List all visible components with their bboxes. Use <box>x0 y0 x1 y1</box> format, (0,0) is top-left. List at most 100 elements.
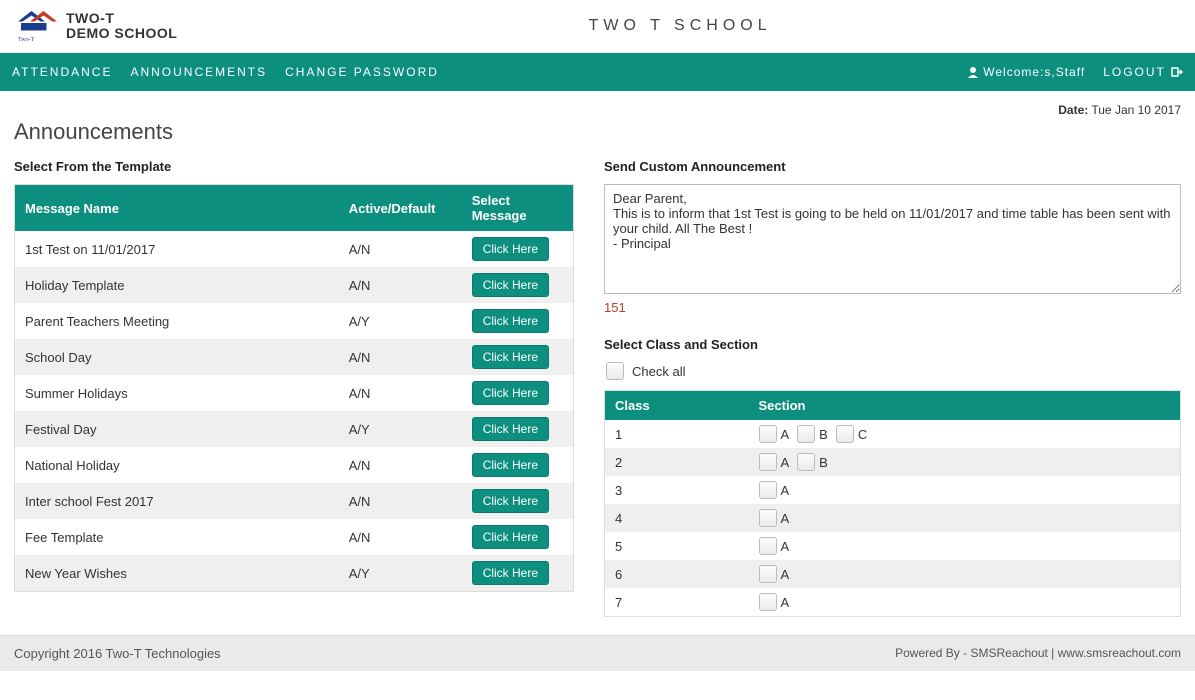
select-template-button[interactable]: Click Here <box>472 417 549 441</box>
table-row: 1st Test on 11/01/2017A/NClick Here <box>15 231 574 267</box>
brand-line1: TWO-T <box>66 11 177 26</box>
section-item: A <box>759 453 790 471</box>
section-label: B <box>819 427 828 442</box>
sections: A <box>749 476 1181 504</box>
sections: A BC <box>749 420 1181 448</box>
logout-link[interactable]: LOGOUT <box>1103 65 1183 79</box>
section-label: A <box>781 539 790 554</box>
template-active: A/N <box>339 231 462 267</box>
sections: AB <box>749 448 1181 476</box>
class-value: 1 <box>605 420 749 448</box>
select-template-button[interactable]: Click Here <box>472 345 549 369</box>
col-templates: Select From the Template Message Name Ac… <box>14 159 574 617</box>
table-row: 1 A BC <box>605 420 1181 448</box>
template-active: A/N <box>339 519 462 555</box>
section-label: A <box>781 455 790 470</box>
section-checkbox[interactable] <box>797 425 815 443</box>
template-select-cell: Click Here <box>462 411 574 447</box>
sections: A <box>749 504 1181 532</box>
col-custom: Send Custom Announcement 151 Select Clas… <box>604 159 1181 617</box>
section-checkbox[interactable] <box>759 593 777 611</box>
section-item: A <box>759 565 790 583</box>
check-all-checkbox[interactable] <box>606 362 624 380</box>
nav-announcements[interactable]: ANNOUNCEMENTS <box>130 65 267 79</box>
select-template-button[interactable]: Click Here <box>472 489 549 513</box>
template-name: Summer Holidays <box>15 375 339 411</box>
select-template-button[interactable]: Click Here <box>472 273 549 297</box>
section-cell: A <box>759 565 1171 583</box>
section-label: A <box>781 483 790 498</box>
table-row: 7A <box>605 588 1181 617</box>
templates-table: Message Name Active/Default Select Messa… <box>14 184 574 592</box>
select-template-button[interactable]: Click Here <box>472 453 549 477</box>
page: Date: Tue Jan 10 2017 Announcements Sele… <box>0 91 1195 635</box>
table-row: National HolidayA/NClick Here <box>15 447 574 483</box>
footer-powered: Powered By - SMSReachout | www.smsreacho… <box>895 646 1181 661</box>
template-select-cell: Click Here <box>462 519 574 555</box>
section-item: C <box>836 425 867 443</box>
section-checkbox[interactable] <box>797 453 815 471</box>
template-name: National Holiday <box>15 447 339 483</box>
col-active-default: Active/Default <box>339 185 462 232</box>
template-active: A/N <box>339 375 462 411</box>
section-checkbox[interactable] <box>759 565 777 583</box>
select-template-button[interactable]: Click Here <box>472 237 549 261</box>
template-select-cell: Click Here <box>462 447 574 483</box>
template-name: Holiday Template <box>15 267 339 303</box>
section-checkbox[interactable] <box>759 453 777 471</box>
welcome-label: Welcome:s,Staff <box>983 65 1085 79</box>
select-template-button[interactable]: Click Here <box>472 561 549 585</box>
select-template-button[interactable]: Click Here <box>472 309 549 333</box>
templates-heading: Select From the Template <box>14 159 574 174</box>
section-checkbox[interactable] <box>759 537 777 555</box>
select-template-button[interactable]: Click Here <box>472 381 549 405</box>
check-all-row: Check all <box>606 362 1181 380</box>
navbar: ATTENDANCE ANNOUNCEMENTS CHANGE PASSWORD… <box>0 53 1195 91</box>
section-checkbox[interactable] <box>759 481 777 499</box>
template-select-cell: Click Here <box>462 555 574 592</box>
check-all-label: Check all <box>632 364 685 379</box>
custom-heading: Send Custom Announcement <box>604 159 1181 174</box>
template-active: A/N <box>339 339 462 375</box>
class-value: 3 <box>605 476 749 504</box>
date-label: Date: <box>1058 103 1088 117</box>
section-checkbox[interactable] <box>759 425 777 443</box>
section-checkbox[interactable] <box>759 509 777 527</box>
section-label: A <box>781 427 790 442</box>
section-item: A <box>759 593 790 611</box>
user-icon <box>967 66 979 78</box>
columns: Select From the Template Message Name Ac… <box>14 159 1181 617</box>
nav-attendance[interactable]: ATTENDANCE <box>12 65 112 79</box>
template-select-cell: Click Here <box>462 303 574 339</box>
sections: A <box>749 560 1181 588</box>
table-row: Holiday TemplateA/N Click Here <box>15 267 574 303</box>
nav-change-password[interactable]: CHANGE PASSWORD <box>285 65 439 79</box>
class-value: 5 <box>605 532 749 560</box>
section-item: A <box>759 509 790 527</box>
template-active: A/N <box>339 267 462 303</box>
table-row: Parent Teachers MeetingA/YClick Here <box>15 303 574 339</box>
section-label: B <box>819 455 828 470</box>
message-textarea[interactable] <box>604 184 1181 294</box>
template-name: Inter school Fest 2017 <box>15 483 339 519</box>
col-select-message: Select Message <box>462 185 574 232</box>
template-select-cell: Click Here <box>462 231 574 267</box>
table-row: Summer HolidaysA/N Click Here <box>15 375 574 411</box>
class-value: 2 <box>605 448 749 476</box>
welcome-text: Welcome:s,Staff <box>967 65 1085 79</box>
template-active: A/Y <box>339 555 462 592</box>
section-checkbox[interactable] <box>836 425 854 443</box>
brand-line2: DEMO SCHOOL <box>66 26 177 41</box>
template-select-cell: Click Here <box>462 483 574 519</box>
template-select-cell: Click Here <box>462 375 574 411</box>
table-row: Festival DayA/YClick Here <box>15 411 574 447</box>
table-row: 6A <box>605 560 1181 588</box>
table-row: 5A <box>605 532 1181 560</box>
svg-text:Two-T: Two-T <box>18 37 35 43</box>
nav-right: Welcome:s,Staff LOGOUT <box>967 65 1183 79</box>
table-row: Inter school Fest 2017A/NClick Here <box>15 483 574 519</box>
select-template-button[interactable]: Click Here <box>472 525 549 549</box>
nav-left: ATTENDANCE ANNOUNCEMENTS CHANGE PASSWORD <box>12 65 439 79</box>
logo-icon: Two-T <box>12 8 60 44</box>
template-select-cell: Click Here <box>462 267 574 303</box>
